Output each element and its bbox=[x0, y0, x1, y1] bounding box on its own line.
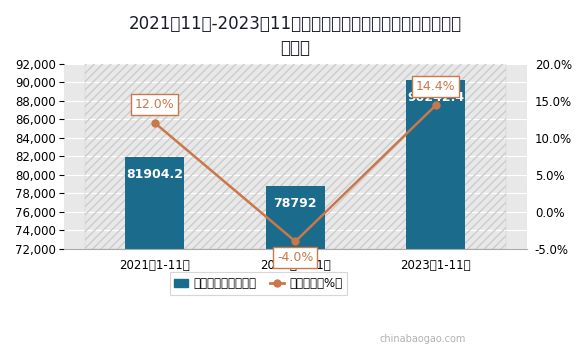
Text: 78792: 78792 bbox=[274, 197, 317, 210]
Bar bbox=[266, 186, 325, 361]
Bar bbox=[406, 80, 465, 361]
Text: chinabaogao.com: chinabaogao.com bbox=[379, 334, 466, 344]
Title: 2021年11月-2023年11月我国橡胶轮胎外胎产量累计值及其同
比增速: 2021年11月-2023年11月我国橡胶轮胎外胎产量累计值及其同 比增速 bbox=[129, 15, 462, 57]
Text: 12.0%: 12.0% bbox=[135, 98, 175, 111]
Text: 90242.4: 90242.4 bbox=[407, 91, 464, 104]
Text: 81904.2: 81904.2 bbox=[126, 168, 183, 181]
Bar bbox=[126, 157, 184, 361]
Text: -4.0%: -4.0% bbox=[277, 251, 313, 264]
Legend: 产量累计值（万条）, 同比增速（%）: 产量累计值（万条）, 同比增速（%） bbox=[170, 272, 347, 295]
Text: 14.4%: 14.4% bbox=[416, 80, 456, 93]
